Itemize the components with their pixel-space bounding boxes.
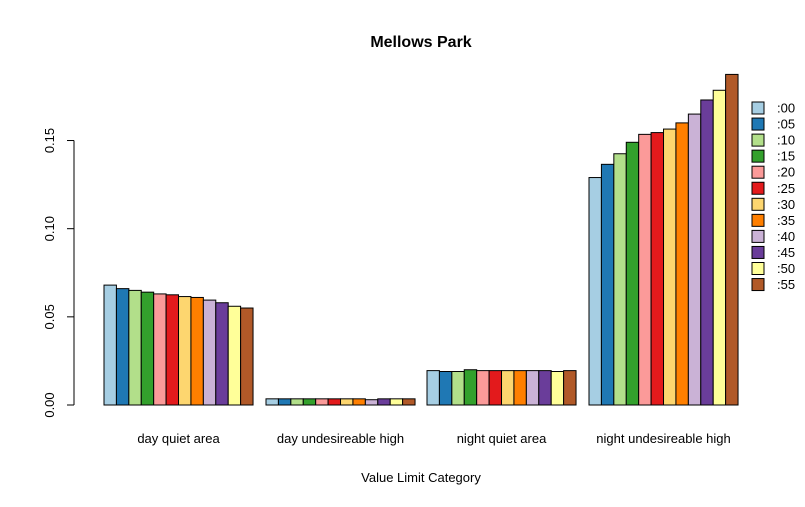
y-tick-label: 0.05 — [42, 304, 57, 329]
legend-label: :35 — [777, 213, 795, 228]
x-tick-label: night undesireable high — [596, 431, 730, 446]
bar-4-6 — [650, 132, 665, 406]
bar-2-12 — [402, 398, 416, 406]
bar-4-7 — [663, 128, 677, 406]
x-tick-label: night quiet area — [457, 431, 547, 446]
bar-3-8 — [513, 370, 527, 406]
bar-2-2 — [277, 398, 292, 406]
legend-swatch — [751, 245, 765, 259]
legend-label: :10 — [777, 133, 795, 148]
bar-4-8 — [675, 122, 689, 406]
bar-3-3 — [451, 371, 465, 406]
bar-1-6 — [165, 294, 180, 406]
legend-label: :30 — [777, 197, 795, 212]
legend-label: :15 — [777, 149, 795, 164]
legend-swatch — [751, 181, 765, 195]
x-tick-labels: day quiet area day undesireable high night… — [137, 431, 730, 446]
bar-3-4 — [463, 369, 478, 406]
legend-label: :55 — [777, 277, 795, 292]
bar-3-12 — [563, 370, 577, 406]
bar-2-1 — [265, 398, 279, 406]
bar-2-3 — [290, 398, 304, 406]
bar-4-1 — [588, 177, 602, 406]
legend-swatch — [751, 165, 765, 179]
bar-1-8 — [190, 296, 204, 406]
bar-2-10 — [377, 398, 391, 406]
bar-4-10 — [700, 99, 714, 406]
bar-1-12 — [240, 307, 254, 406]
bar-1-4 — [140, 291, 155, 406]
bar-3-10 — [538, 370, 552, 406]
y-axis: 0.00 0.05 0.10 0.15 — [42, 128, 75, 418]
legend-swatch — [751, 101, 765, 115]
bar-3-1 — [426, 370, 440, 406]
legend-label: :25 — [777, 181, 795, 196]
legend-swatch — [751, 149, 765, 163]
legend-label: :20 — [777, 165, 795, 180]
bar-1-1 — [103, 284, 117, 406]
chart-title: Mellows Park — [370, 34, 471, 51]
bar-2-6 — [327, 398, 342, 406]
bar-3-11 — [550, 371, 565, 406]
bar-4-4 — [625, 141, 640, 406]
y-tick-label: 0.10 — [42, 216, 57, 241]
bars-group — [103, 73, 739, 406]
x-tick-label: day quiet area — [137, 431, 220, 446]
bar-2-7 — [340, 398, 354, 406]
legend-swatch — [751, 262, 765, 275]
legend-label: :05 — [777, 117, 795, 132]
bar-4-9 — [687, 113, 702, 406]
legend-swatch — [751, 133, 765, 147]
bar-1-10 — [215, 302, 229, 406]
bar-4-11 — [712, 89, 727, 406]
x-axis-label: Value Limit Category — [361, 470, 481, 485]
legend-label: :45 — [777, 245, 795, 260]
bar-3-7 — [501, 370, 515, 406]
bar-3-9 — [525, 370, 540, 406]
bar-2-4 — [302, 398, 317, 406]
y-tick-label: 0.00 — [42, 392, 57, 417]
bar-2-8 — [352, 398, 366, 406]
bar-1-3 — [128, 289, 142, 406]
bar-1-2 — [115, 288, 130, 406]
bar-1-7 — [178, 296, 192, 406]
bar-4-2 — [600, 163, 615, 406]
bar-2-9 — [364, 399, 379, 406]
bar-4-5 — [638, 133, 652, 406]
bar-3-6 — [488, 370, 503, 406]
bar-4-3 — [613, 153, 627, 406]
legend-label: :40 — [777, 229, 795, 244]
legend-swatch — [751, 117, 765, 131]
legend-swatch — [751, 213, 765, 227]
y-tick-label: 0.15 — [42, 128, 57, 153]
bar-2-11 — [389, 398, 404, 406]
bar-1-11 — [227, 305, 242, 406]
bar-3-5 — [476, 370, 490, 406]
legend-swatch — [751, 197, 765, 211]
bar-1-9 — [202, 299, 217, 406]
legend: :00:05:10:15:20:25:30:35:40:45:50:55 — [751, 101, 795, 292]
bar-2-5 — [315, 398, 329, 406]
legend-swatch — [751, 278, 765, 292]
x-tick-label: day undesireable high — [277, 431, 404, 446]
legend-label: :00 — [777, 101, 795, 116]
bar-1-5 — [153, 293, 167, 406]
bar-3-2 — [438, 371, 453, 406]
legend-swatch — [751, 229, 765, 243]
bar-4-12 — [725, 73, 739, 406]
legend-label: :50 — [777, 261, 795, 276]
